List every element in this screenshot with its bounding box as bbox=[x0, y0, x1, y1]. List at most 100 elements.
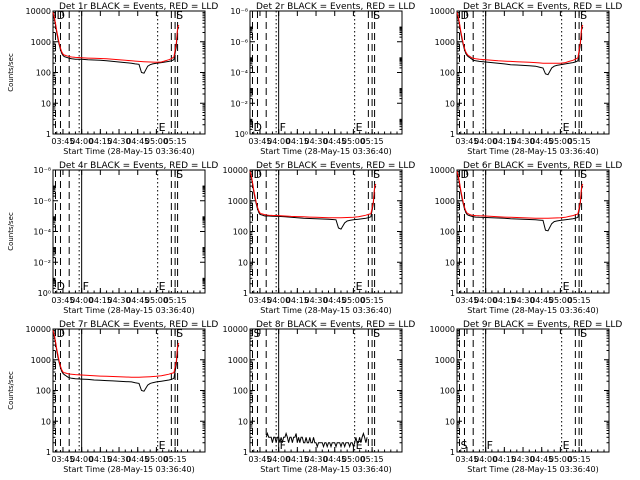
y-tick-label: 1000 bbox=[435, 197, 455, 206]
x-tick-label: 05:00 bbox=[342, 137, 365, 146]
y-tick-label: 10000 bbox=[223, 325, 248, 334]
x-tick-label: 04:45 bbox=[323, 296, 346, 305]
x-tick-label: 04:15 bbox=[493, 137, 516, 146]
x-axis-label: Start Time (28-May-15 03:36:40) bbox=[260, 306, 391, 315]
x-axis-label: Start Time (28-May-15 03:36:40) bbox=[63, 465, 194, 474]
marker-letter: F bbox=[280, 121, 286, 134]
x-axis-label: Start Time (28-May-15 03:36:40) bbox=[467, 465, 598, 474]
chart-panel-2: Det 2r BLACK = Events, RED = LLDDFES10⁰1… bbox=[230, 2, 415, 156]
marker-letter: S bbox=[176, 168, 183, 181]
x-tick-label: 04:45 bbox=[126, 296, 149, 305]
y-tick-label: 10000 bbox=[430, 325, 455, 334]
marker-letter: E bbox=[356, 121, 363, 134]
y-tick-label: 10000 bbox=[430, 7, 455, 16]
x-tick-label: 04:15 bbox=[89, 137, 112, 146]
y-tick-label: 10⁻² bbox=[33, 258, 51, 267]
marker-letter: E bbox=[563, 121, 570, 134]
x-tick-label: 04:00 bbox=[70, 137, 93, 146]
x-tick-label: 04:30 bbox=[108, 296, 131, 305]
x-tick-label: 05:15 bbox=[361, 137, 384, 146]
x-tick-label: 04:45 bbox=[530, 455, 553, 464]
y-tick-label: 10 bbox=[445, 417, 455, 426]
x-tick-label: 04:00 bbox=[474, 296, 497, 305]
x-tick-label: 03:45 bbox=[248, 455, 271, 464]
lld-series-line bbox=[456, 171, 584, 219]
x-tick-label: 05:15 bbox=[361, 296, 384, 305]
chart-panel-4: Det 4r BLACK = Events, RED = LLDDFES10⁰1… bbox=[7, 161, 218, 315]
plot-frame bbox=[456, 169, 610, 294]
y-tick-label: 10⁻⁴ bbox=[33, 228, 51, 237]
x-tick-label: 05:15 bbox=[164, 137, 187, 146]
y-tick-label: 10⁰ bbox=[235, 130, 248, 139]
x-tick-label: 04:15 bbox=[286, 137, 309, 146]
x-tick-label: 03:45 bbox=[455, 455, 478, 464]
marker-letter: S bbox=[176, 327, 183, 340]
marker-letter: E bbox=[563, 439, 570, 452]
y-tick-label: 1000 bbox=[435, 38, 455, 47]
chart-panel-9: Det 9r BLACK = Events, RED = LLDSFES1101… bbox=[430, 320, 623, 474]
x-tick-label: 03:45 bbox=[455, 296, 478, 305]
y-tick-label: 1 bbox=[450, 289, 455, 298]
x-tick-label: 04:00 bbox=[267, 296, 290, 305]
x-tick-label: 04:30 bbox=[512, 137, 535, 146]
chart-panel-7: Det 7r BLACK = Events, RED = LLDDES11010… bbox=[7, 320, 218, 474]
x-tick-label: 03:45 bbox=[248, 296, 271, 305]
y-tick-label: 10⁻⁸ bbox=[33, 166, 51, 175]
y-tick-label: 10000 bbox=[26, 325, 51, 334]
x-tick-label: 04:30 bbox=[108, 455, 131, 464]
chart-panel-3: Det 3r BLACK = Events, RED = LLDDES11010… bbox=[430, 2, 623, 156]
x-tick-label: 05:00 bbox=[145, 137, 168, 146]
x-tick-label: 04:30 bbox=[512, 296, 535, 305]
x-tick-label: 04:15 bbox=[89, 455, 112, 464]
marker-letter: E bbox=[356, 439, 363, 452]
lld-series-line bbox=[52, 12, 180, 63]
events-series-line bbox=[265, 431, 368, 449]
y-tick-label: 1000 bbox=[31, 356, 51, 365]
y-tick-label: 1000 bbox=[228, 356, 248, 365]
y-tick-label: 1 bbox=[243, 448, 248, 457]
y-tick-label: 10⁻² bbox=[230, 99, 248, 108]
chart-title: Det 1r BLACK = Events, RED = LLD bbox=[59, 2, 218, 12]
y-tick-label: 1000 bbox=[435, 356, 455, 365]
plot-frame bbox=[249, 10, 403, 135]
x-tick-label: 04:00 bbox=[267, 137, 290, 146]
plot-frame bbox=[52, 10, 206, 135]
chart-panel-5: Det 5r BLACK = Events, RED = LLDDES11010… bbox=[223, 161, 416, 315]
lld-series-line bbox=[456, 12, 584, 64]
x-axis-label: Start Time (28-May-15 03:36:40) bbox=[63, 147, 194, 156]
lld-series-line bbox=[249, 171, 377, 219]
x-tick-label: 04:00 bbox=[267, 455, 290, 464]
x-tick-label: 05:15 bbox=[164, 296, 187, 305]
x-tick-label: 04:45 bbox=[323, 455, 346, 464]
x-axis-label: Start Time (28-May-15 03:36:40) bbox=[63, 306, 194, 315]
chart-title: Det 5r BLACK = Events, RED = LLD bbox=[256, 161, 415, 171]
events-series-line bbox=[456, 13, 584, 76]
x-tick-label: 05:00 bbox=[342, 455, 365, 464]
marker-letter: S bbox=[373, 168, 380, 181]
y-tick-label: 10 bbox=[238, 258, 248, 267]
x-tick-label: 04:45 bbox=[530, 296, 553, 305]
y-tick-label: 10000 bbox=[26, 7, 51, 16]
x-tick-label: 04:00 bbox=[70, 455, 93, 464]
lld-series-line bbox=[52, 330, 180, 378]
marker-letter: S bbox=[580, 327, 587, 340]
x-tick-label: 03:45 bbox=[51, 137, 74, 146]
y-tick-label: 10⁰ bbox=[38, 289, 51, 298]
y-tick-label: 10000 bbox=[223, 166, 248, 175]
y-axis-label: Counts/sec bbox=[7, 371, 15, 410]
marker-letter: S bbox=[373, 9, 380, 22]
x-tick-label: 04:30 bbox=[305, 455, 328, 464]
y-tick-label: 10 bbox=[445, 258, 455, 267]
x-tick-label: 04:15 bbox=[493, 296, 516, 305]
marker-letter: E bbox=[159, 121, 166, 134]
x-tick-label: 05:15 bbox=[568, 455, 591, 464]
chart-title: Det 6r BLACK = Events, RED = LLD bbox=[463, 161, 622, 171]
events-series-line bbox=[249, 172, 377, 230]
marker-letter: E bbox=[356, 280, 363, 293]
plot-frame bbox=[249, 328, 403, 453]
x-tick-label: 04:30 bbox=[512, 455, 535, 464]
y-tick-label: 10⁻⁸ bbox=[230, 7, 248, 16]
y-tick-label: 1 bbox=[46, 448, 51, 457]
y-tick-label: 100 bbox=[440, 228, 455, 237]
